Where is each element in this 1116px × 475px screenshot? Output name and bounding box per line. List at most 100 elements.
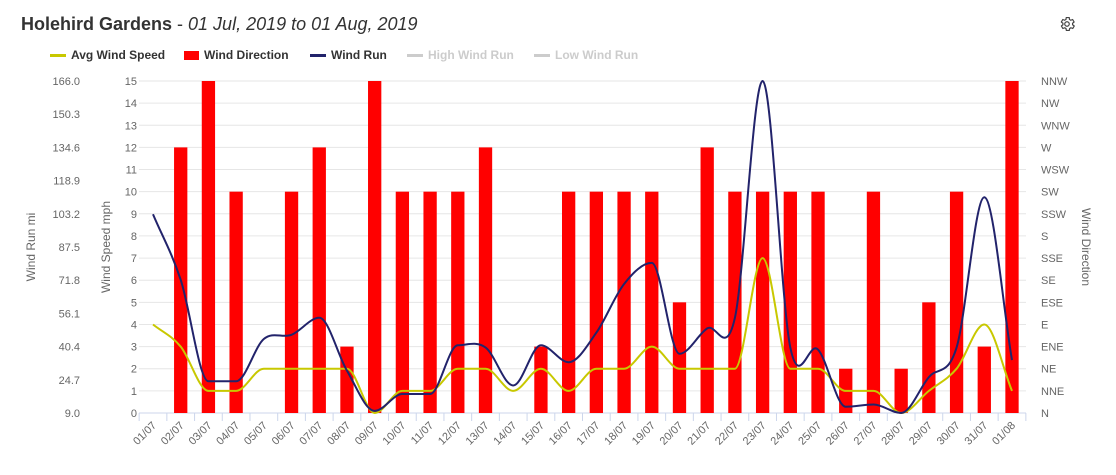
wind-run-tick-label: 134.6 bbox=[52, 142, 80, 154]
wind-direction-bar bbox=[284, 191, 299, 413]
legend-symbol bbox=[184, 50, 199, 60]
legend-item-wind-run[interactable]: Wind Run bbox=[310, 48, 387, 62]
wind-direction-bar bbox=[312, 147, 326, 413]
wind-direction-bar bbox=[700, 147, 714, 413]
wind-speed-tick-label: 4 bbox=[131, 319, 137, 331]
x-tick-label: 13/07 bbox=[464, 420, 492, 448]
x-tick-label: 23/07 bbox=[741, 420, 769, 448]
legend-label: Wind Run bbox=[331, 48, 387, 62]
wind-run-tick-label: 71.8 bbox=[59, 275, 80, 287]
wind-direction-bar bbox=[1005, 81, 1019, 413]
wind-speed-tick-label: 5 bbox=[131, 297, 137, 309]
x-tick-label: 03/07 bbox=[187, 420, 215, 448]
x-tick-label: 06/07 bbox=[270, 420, 298, 448]
wind-speed-tick-label: 7 bbox=[131, 253, 137, 265]
wind-direction-bar bbox=[561, 191, 576, 413]
wind-direction-tick-label: S bbox=[1041, 231, 1048, 243]
wind-run-tick-label: 118.9 bbox=[53, 176, 80, 188]
x-tick-label: 09/07 bbox=[353, 420, 381, 448]
wind-direction-bar bbox=[755, 191, 770, 413]
wind-direction-bar bbox=[478, 147, 493, 413]
legend-symbol bbox=[310, 53, 326, 57]
wind-speed-tick-label: 11 bbox=[126, 165, 137, 177]
legend-label: Avg Wind Speed bbox=[71, 48, 166, 62]
x-tick-label: 16/07 bbox=[547, 420, 575, 448]
x-tick-label: 31/07 bbox=[962, 420, 990, 448]
wind-direction-bar bbox=[617, 191, 631, 413]
x-tick-label: 01/07 bbox=[131, 420, 159, 448]
legend-label: Low Wind Run bbox=[555, 48, 639, 62]
wind-speed-tick-label: 14 bbox=[125, 98, 137, 110]
wind-run-tick-label: 103.2 bbox=[52, 209, 80, 221]
avg-wind-speed-line bbox=[152, 257, 1013, 415]
x-tick-label: 18/07 bbox=[602, 420, 630, 448]
wind-speed-tick-label: 15 bbox=[125, 76, 137, 88]
wind-direction-tick-label: NW bbox=[1041, 98, 1060, 110]
wind-direction-bar bbox=[949, 191, 964, 413]
legend-symbol bbox=[534, 53, 550, 57]
wind-direction-bar bbox=[728, 191, 742, 413]
chart-title-date-range: 01 Jul, 2019 to 01 Aug, 2019 bbox=[188, 14, 418, 34]
x-tick-label: 25/07 bbox=[796, 420, 824, 448]
wind-run-tick-label: 56.1 bbox=[59, 308, 80, 320]
wind-direction-bar bbox=[589, 191, 604, 413]
wind-direction-axis-title: Wind Direction bbox=[1079, 208, 1093, 286]
x-tick-label: 15/07 bbox=[519, 420, 547, 448]
x-tick-label: 04/07 bbox=[214, 420, 242, 448]
chart-title-site: Holehird Gardens bbox=[21, 14, 173, 34]
wind-direction-bar bbox=[423, 191, 437, 413]
x-tick-label: 10/07 bbox=[381, 420, 409, 448]
wind-direction-bar bbox=[811, 191, 825, 413]
wind-run-line bbox=[152, 79, 1013, 415]
wind-run-tick-label: 87.5 bbox=[59, 242, 80, 254]
x-tick-label: 27/07 bbox=[852, 420, 880, 448]
wind-speed-tick-label: 1 bbox=[131, 386, 137, 398]
wind-run-tick-label: 166.0 bbox=[52, 76, 80, 88]
wind-direction-bar bbox=[451, 191, 465, 413]
wind-direction-tick-label: E bbox=[1041, 319, 1048, 331]
wind-speed-tick-label: 13 bbox=[125, 120, 137, 132]
wind-direction-bar bbox=[894, 368, 908, 413]
x-tick-label: 14/07 bbox=[491, 420, 519, 448]
wind-speed-tick-label: 12 bbox=[125, 142, 137, 154]
wind-direction-bar bbox=[922, 302, 936, 413]
wind-direction-tick-label: SW bbox=[1041, 187, 1059, 199]
wind-direction-bar bbox=[229, 191, 243, 413]
x-tick-label: 28/07 bbox=[879, 420, 907, 448]
wind-direction-tick-label: SSE bbox=[1041, 253, 1063, 265]
chart-title-separator: - bbox=[172, 14, 189, 34]
x-tick-label: 22/07 bbox=[713, 420, 741, 448]
x-tick-label: 29/07 bbox=[907, 420, 935, 448]
legend-label: Wind Direction bbox=[204, 48, 289, 62]
x-tick-label: 01/08 bbox=[990, 420, 1018, 448]
wind-direction-bar bbox=[977, 346, 991, 413]
legend-item-wind-direction[interactable]: Wind Direction bbox=[184, 48, 289, 62]
legend-item-low-wind-run[interactable]: Low Wind Run bbox=[534, 48, 638, 62]
wind-run-tick-label: 150.3 bbox=[52, 109, 80, 121]
legend-item-avg-wind-speed[interactable]: Avg Wind Speed bbox=[50, 48, 165, 62]
wind-speed-tick-label: 9 bbox=[131, 209, 137, 221]
legend-label: High Wind Run bbox=[428, 48, 514, 62]
wind-direction-bar bbox=[395, 191, 410, 413]
x-tick-label: 26/07 bbox=[824, 420, 852, 448]
x-tick-label: 17/07 bbox=[575, 420, 603, 448]
x-tick-label: 07/07 bbox=[297, 420, 325, 448]
wind-run-axis-title: Wind Run mi bbox=[24, 213, 38, 282]
wind-direction-tick-label: WNW bbox=[1041, 120, 1070, 132]
wind-run-tick-label: 9.0 bbox=[65, 408, 80, 420]
x-tick-label: 24/07 bbox=[768, 420, 796, 448]
x-tick-label: 05/07 bbox=[242, 420, 270, 448]
wind-direction-tick-label: NE bbox=[1041, 364, 1056, 376]
wind-direction-tick-label: W bbox=[1041, 142, 1052, 154]
wind-speed-tick-label: 10 bbox=[125, 187, 137, 199]
wind-direction-tick-label: ENE bbox=[1041, 342, 1064, 354]
wind-direction-tick-label: NNE bbox=[1041, 386, 1064, 398]
wind-direction-tick-label: N bbox=[1041, 408, 1049, 420]
legend-item-high-wind-run[interactable]: High Wind Run bbox=[407, 48, 514, 62]
x-tick-label: 21/07 bbox=[685, 420, 713, 448]
legend-symbol bbox=[407, 53, 423, 57]
gear-icon[interactable] bbox=[1058, 15, 1076, 33]
wind-speed-tick-label: 2 bbox=[131, 364, 137, 376]
wind-direction-bar bbox=[866, 191, 881, 413]
